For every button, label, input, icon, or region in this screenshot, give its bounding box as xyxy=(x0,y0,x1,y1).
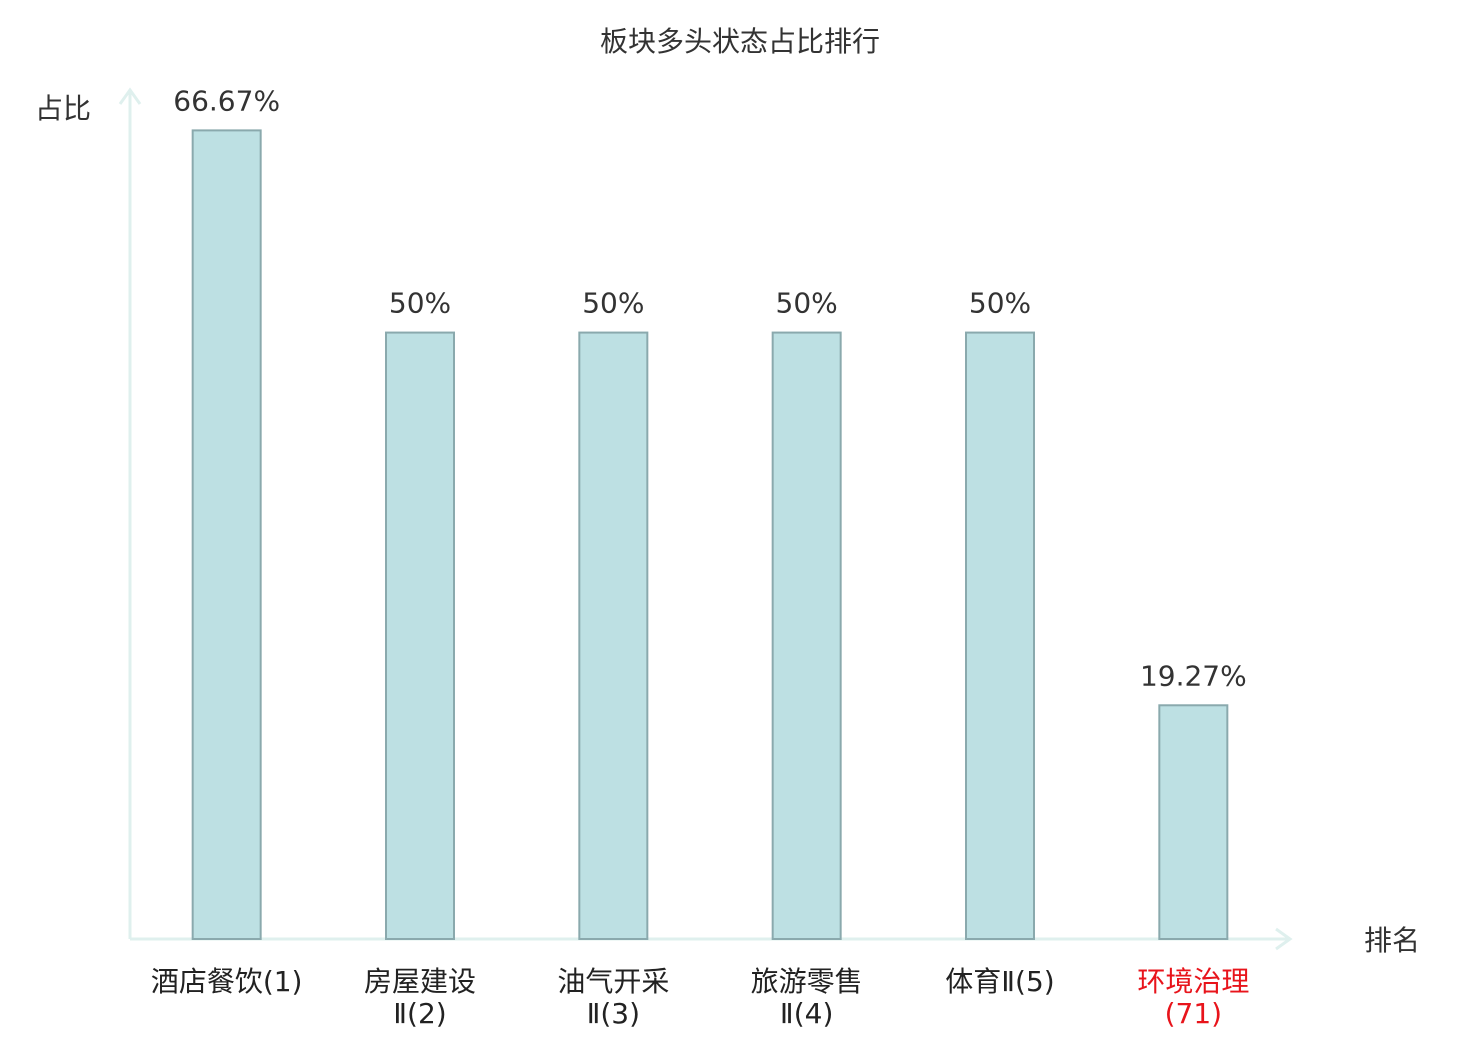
x-tick-label: 房屋建设Ⅱ(2) xyxy=(363,965,476,1030)
bar xyxy=(965,331,1035,941)
value-label: 19.27% xyxy=(1140,659,1247,692)
x-tick-label: 旅游零售Ⅱ(4) xyxy=(750,965,863,1030)
x-axis-arrow xyxy=(1275,927,1293,951)
x-tick-label: 体育Ⅱ(5) xyxy=(945,965,1055,998)
bar xyxy=(578,331,649,941)
bar xyxy=(1158,704,1229,940)
y-axis-arrow xyxy=(118,87,142,105)
chart-title: 板块多头状态占比排行 xyxy=(600,25,880,58)
x-tick-label: 油气开采Ⅱ(3) xyxy=(557,965,670,1030)
value-label: 50% xyxy=(776,287,838,320)
value-label: 50% xyxy=(969,287,1031,320)
bar xyxy=(191,129,262,941)
x-tick-label: 酒店餐饮(1) xyxy=(150,965,303,998)
bar xyxy=(385,331,455,941)
y-axis-label: 占比 xyxy=(35,92,91,125)
x-axis-label: 排名 xyxy=(1364,924,1420,957)
x-tick-label: 环境治理(71) xyxy=(1137,965,1250,1030)
bar xyxy=(771,331,842,941)
value-label: 50% xyxy=(389,287,451,320)
value-label: 50% xyxy=(582,287,644,320)
value-label: 66.67% xyxy=(173,84,280,117)
